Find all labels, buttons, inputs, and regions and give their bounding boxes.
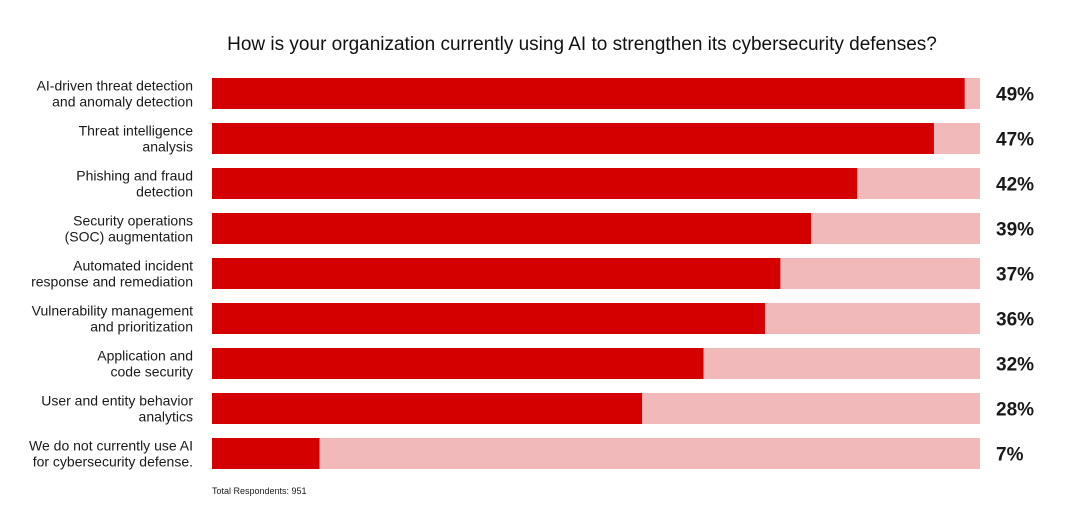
category-label-line: for cybersecurity defense. xyxy=(33,454,193,470)
bar-row: Vulnerability management and prioritizati… xyxy=(32,303,1034,335)
category-label-line: Application and xyxy=(97,348,193,364)
value-label: 28% xyxy=(996,400,1034,421)
bar-row: We do not currently use AI for cybersecur… xyxy=(29,438,1024,470)
category-label-line: We do not currently use AI xyxy=(29,438,193,454)
category-label-line: (SOC) augmentation xyxy=(65,229,193,245)
category-label-line: User and entity behavior xyxy=(41,393,193,409)
bar-row: User and entity behavior analytics 28% xyxy=(41,393,1034,425)
category-label: We do not currently use AI for cybersecur… xyxy=(29,438,193,470)
category-label-line: analysis xyxy=(142,139,193,155)
category-label-line: code security xyxy=(111,364,193,380)
category-label-line: response and remediation xyxy=(31,274,193,290)
chart-title: How is your organization currently using… xyxy=(227,34,937,55)
value-label: 36% xyxy=(996,310,1034,331)
category-label-line: Threat intelligence xyxy=(79,123,194,139)
category-label: Vulnerability management and prioritizati… xyxy=(32,303,193,335)
value-label: 49% xyxy=(996,85,1034,106)
value-label: 7% xyxy=(996,445,1024,466)
bar-row: Application and code security 32% xyxy=(97,348,1034,380)
category-label: Application and code security xyxy=(97,348,193,380)
category-label-line: Automated incident xyxy=(73,258,193,274)
bar-row: Threat intelligence analysis 47% xyxy=(79,123,1035,155)
category-label-line: and anomaly detection xyxy=(52,94,193,110)
bar-row: AI-driven threat detection and anomaly de… xyxy=(37,78,1035,110)
category-label: User and entity behavior analytics xyxy=(41,393,193,425)
bar-row: Security operations (SOC) augmentation 39% xyxy=(65,213,1035,245)
bar xyxy=(212,438,320,469)
bar-track xyxy=(212,438,980,469)
category-label-line: AI-driven threat detection xyxy=(37,78,193,94)
category-label-line: and prioritization xyxy=(90,319,193,335)
category-label-line: Security operations xyxy=(73,213,193,229)
bar-row: Phishing and fraud detection 42% xyxy=(76,168,1034,200)
bar xyxy=(212,78,965,109)
bar xyxy=(212,123,934,154)
category-label: Threat intelligence analysis xyxy=(79,123,194,155)
bar xyxy=(212,303,765,334)
category-label: Automated incident response and remediati… xyxy=(31,258,193,290)
category-label-line: Vulnerability management xyxy=(32,303,193,319)
bar xyxy=(212,168,858,199)
category-label: Security operations (SOC) augmentation xyxy=(65,213,193,245)
category-label: AI-driven threat detection and anomaly de… xyxy=(37,78,193,110)
category-label-line: Phishing and fraud xyxy=(76,168,193,184)
value-label: 47% xyxy=(996,130,1034,151)
value-label: 42% xyxy=(996,175,1034,196)
category-label-line: analytics xyxy=(139,409,193,425)
category-label-line: detection xyxy=(136,184,193,200)
bars-layer: AI-driven threat detection and anomaly de… xyxy=(29,78,1034,470)
bar-row: Automated incident response and remediati… xyxy=(31,258,1034,290)
value-label: 32% xyxy=(996,355,1034,376)
bar xyxy=(212,348,704,379)
bar xyxy=(212,258,781,289)
total-respondents-note: Total Respondents: 951 xyxy=(212,486,307,496)
value-label: 37% xyxy=(996,265,1034,286)
bar xyxy=(212,213,812,244)
value-label: 39% xyxy=(996,220,1034,241)
category-label: Phishing and fraud detection xyxy=(76,168,193,200)
bar xyxy=(212,393,643,424)
